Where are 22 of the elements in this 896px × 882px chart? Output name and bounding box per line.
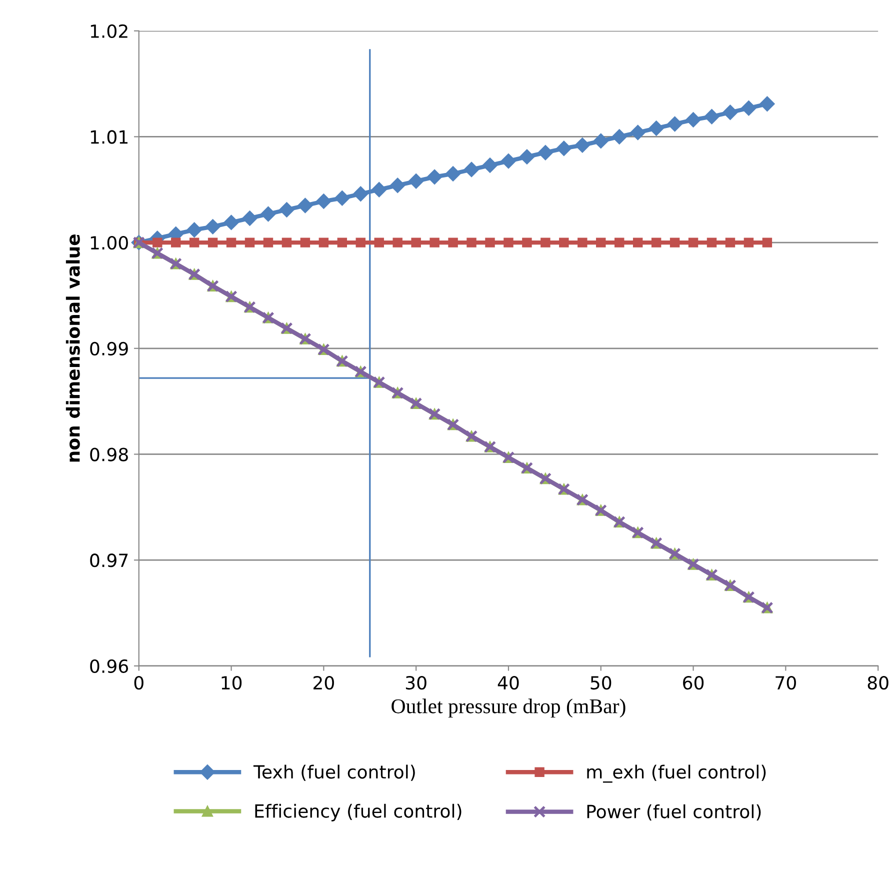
y-tick-label: 0.97 (90, 554, 128, 568)
legend-label: Texh (fuel control) (253, 764, 415, 781)
y-tick-label: 1.00 (90, 236, 128, 250)
y-tick-label: 1.02 (90, 24, 128, 38)
x-tick-label: 30 (406, 676, 426, 690)
x-tick-label: 10 (222, 676, 242, 690)
legend-label: Efficiency (fuel control) (255, 804, 462, 822)
x-tick-label: 40 (498, 676, 519, 690)
y-axis-title: non dimensional value (66, 234, 80, 462)
y-tick-label: 1.01 (90, 130, 128, 144)
x-tick-label: 20 (314, 676, 334, 690)
legend-label: Power (fuel control) (587, 804, 761, 820)
x-tick-label: 70 (776, 676, 796, 690)
x-axis-title: Outlet pressure drop (mBar) (392, 698, 626, 718)
x-tick-label: 60 (683, 676, 704, 690)
y-tick-label: 0.99 (90, 342, 128, 356)
x-tick-label: 80 (868, 676, 888, 690)
x-tick-label: 50 (590, 676, 612, 690)
x-tick-label: 0 (134, 676, 144, 690)
legend-label: m_exh (fuel control) (587, 764, 766, 783)
y-tick-label: 0.96 (90, 659, 128, 674)
y-tick-label: 0.98 (90, 448, 128, 462)
